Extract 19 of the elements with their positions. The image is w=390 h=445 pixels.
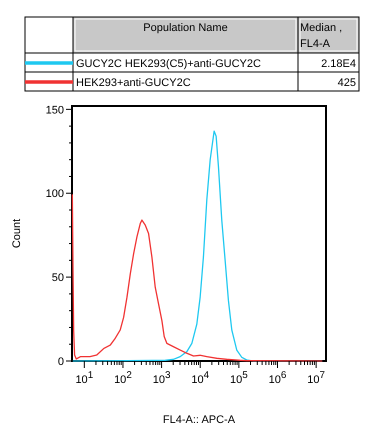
x-tick-label: 10$^{6}$ bbox=[268, 370, 287, 386]
y-tick-label: 0 bbox=[58, 356, 64, 368]
x-tick-label: 10$^{4}$ bbox=[191, 370, 210, 386]
y-tick-label: 50 bbox=[52, 272, 64, 284]
y-tick-label: 150 bbox=[46, 104, 64, 116]
x-axis-title: FL4-A:: APC-A bbox=[162, 414, 236, 426]
legend-label: GUCY2C HEK293(C5)+anti-GUCY2C bbox=[76, 58, 261, 70]
y-tick-label: 100 bbox=[46, 188, 64, 200]
x-tick-label: 10$^{2}$ bbox=[114, 370, 132, 386]
text: Median , FL4-A bbox=[300, 22, 342, 50]
text: 2.18E4 bbox=[321, 58, 356, 70]
x-tick-label: 10$^{3}$ bbox=[152, 370, 171, 386]
y-axis-title: Count bbox=[11, 218, 23, 248]
text: 425 bbox=[338, 77, 356, 89]
x-tick-label: 10$^{5}$ bbox=[230, 370, 248, 386]
x-tick-label: 10$^{1}$ bbox=[75, 370, 94, 386]
legend-title: Population Name bbox=[143, 22, 228, 34]
legend-label: HEK293+anti-GUCY2C bbox=[76, 77, 191, 89]
x-tick-label: 10$^{7}$ bbox=[307, 370, 326, 386]
